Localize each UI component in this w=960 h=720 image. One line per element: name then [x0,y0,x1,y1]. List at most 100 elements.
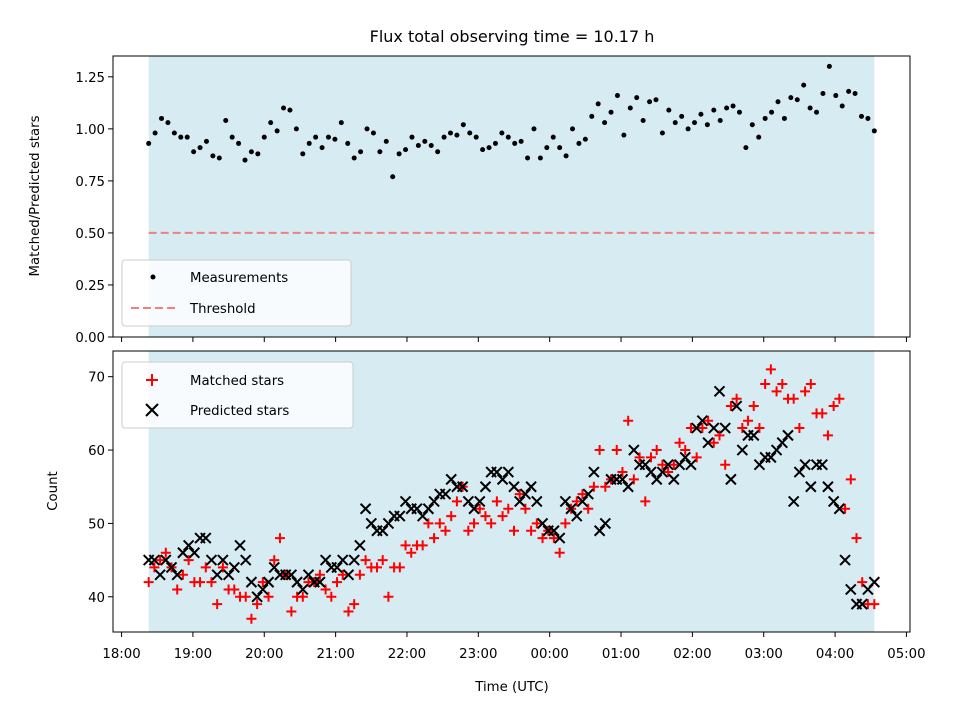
bottom-legend: Matched stars Predicted stars [121,361,354,429]
measurement-point [685,126,691,132]
predicted-star-point [571,510,583,522]
measurement-point [351,155,357,161]
predicted-star-point [445,473,457,486]
predicted-star-point [582,488,594,500]
predicted-star-point [479,481,492,493]
matched-star-point [588,481,599,492]
measurement-point [871,128,877,134]
measurement-point [525,155,531,161]
matched-star-point [531,518,542,529]
top-y-tick-label: 0.00 [75,331,105,346]
matched-star-point [851,533,862,544]
predicted-star-point [548,525,560,537]
matched-star-point [360,555,371,566]
measurement-point [306,140,312,146]
measurement-point [499,130,505,136]
bottom-x-tick-label: 21:00 [316,647,354,662]
bottom-y-tick-label: 60 [88,444,105,459]
predicted-star-point [730,400,743,412]
predicted-star-point [177,547,189,559]
matched-star-point [800,386,811,397]
matched-star-point [183,555,194,566]
measurement-point [197,145,203,151]
predicted-star-point [222,569,235,581]
matched-star-point [446,511,457,522]
measurement-point [383,138,389,144]
measurement-point [717,118,723,124]
bottom-panel: 40 50 60 70 18:00 19:00 20:00 21:00 22:00 23:00 0… [46,350,926,695]
measurement-point [640,118,646,124]
matched-star-point [714,430,725,441]
predicted-star-point [765,451,777,464]
matched-star-point [200,562,211,573]
predicted-star-point [474,495,486,508]
legend-predicted-label: Predicted stars [190,404,289,419]
measurement-point [634,95,640,101]
matched-star-point [617,467,628,478]
matched-star-point [372,562,383,573]
predicted-star-point [702,437,714,449]
bottom-y-axis-label: Count [46,471,61,511]
predicted-star-point [816,459,828,471]
chart-title: Flux total observing time = 10.17 h [370,27,655,46]
measurement-point [345,140,351,146]
measurement-point [281,105,287,111]
measurement-point [409,134,415,140]
matched-star-point [537,533,548,544]
measurement-point [595,101,601,107]
measurement-point [396,151,402,157]
predicted-star-point [748,429,760,442]
legend-measurements-marker [150,274,156,280]
predicted-star-point [416,510,429,522]
measurement-point [159,115,165,121]
predicted-star-point [822,481,834,493]
measurement-point [486,145,492,151]
matched-star-point [680,445,691,456]
predicted-star-point [422,503,435,515]
measurement-point [287,107,293,113]
measurement-point [807,105,813,111]
measurement-point [248,149,254,155]
measurement-point [756,134,762,140]
predicted-star-points [142,385,881,610]
measurement-point [261,134,267,140]
measurement-point [537,155,543,161]
predicted-star-point [839,554,851,566]
predicted-star-point [468,503,480,515]
bottom-x-tick-label: 22:00 [388,647,426,662]
measurement-point [512,140,518,146]
measurement-point [672,120,678,126]
measurement-point [242,157,248,163]
measurement-point [614,93,620,99]
matched-star-point [594,445,605,456]
matched-star-point [491,496,502,507]
x-axis-label: Time (UTC) [474,680,549,695]
predicted-star-point [182,539,195,552]
top-y-tick-label: 0.25 [75,279,105,294]
measurement-point [858,113,864,119]
measurement-point [422,138,428,144]
measurement-point [698,111,704,117]
measurement-point [781,115,787,121]
predicted-star-point [845,583,857,596]
predicted-star-point [257,583,269,596]
measurement-point [570,126,576,132]
matched-star-point [765,364,776,375]
bottom-x-tick-label: 02:00 [673,647,711,662]
matched-star-point [822,430,833,441]
predicted-star-point [668,473,680,486]
bottom-x-tick-label: 05:00 [887,647,925,662]
matched-star-point [343,606,354,617]
bottom-y-ticks: 40 50 60 70 [88,371,113,606]
matched-star-point [469,518,480,529]
measurement-point [293,126,299,132]
predicted-star-point [793,466,806,478]
measurement-point [505,134,511,140]
measurement-point [165,120,171,126]
measurement-point [191,149,197,155]
predicted-star-point [576,495,589,508]
measurement-point [358,149,364,155]
matched-star-point [337,569,348,580]
predicted-star-point [513,495,526,508]
predicted-star-point [519,488,532,500]
